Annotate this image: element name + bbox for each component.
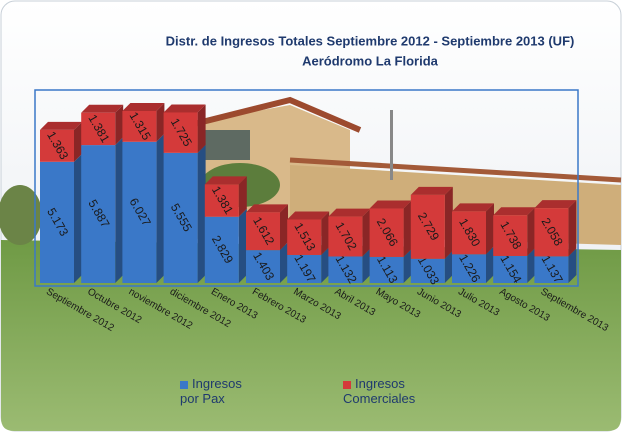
- legend-label: Ingresos Comerciales: [343, 376, 416, 406]
- bar: [246, 250, 280, 283]
- bar-side: [527, 247, 536, 283]
- bar-top: [246, 204, 288, 213]
- bar-top: [452, 203, 494, 212]
- bar-side: [238, 176, 247, 217]
- bar-side: [321, 211, 330, 255]
- bar: [369, 256, 404, 283]
- bar-top: [328, 208, 371, 217]
- bar-top: [204, 176, 247, 185]
- bar-side: [362, 208, 371, 257]
- bar-side: [321, 246, 330, 283]
- bar: [452, 254, 486, 283]
- bar-side: [486, 203, 494, 255]
- bar-side: [280, 204, 288, 251]
- bar-side: [568, 248, 577, 283]
- bar: [410, 258, 445, 283]
- chart-subtitle: Aeródromo La Florida: [302, 53, 439, 68]
- bar-side: [444, 186, 453, 259]
- bar-side: [156, 103, 165, 142]
- bar-side: [362, 248, 371, 283]
- bar: [204, 184, 239, 217]
- bar-top: [369, 200, 412, 209]
- bar-top: [493, 207, 536, 216]
- bar-side: [527, 207, 536, 256]
- bar-side: [486, 246, 494, 283]
- bar-side: [280, 242, 288, 283]
- bar: [81, 112, 116, 146]
- bar: [163, 112, 198, 153]
- bar: [122, 141, 157, 283]
- bar: [40, 161, 74, 283]
- legend-swatch: [180, 380, 188, 389]
- bar-top: [534, 200, 577, 209]
- bar: [534, 256, 569, 283]
- legend-label: Ingresos por Pax: [180, 376, 242, 406]
- bar: [328, 216, 363, 257]
- bar: [452, 211, 486, 255]
- bar-side: [568, 200, 577, 257]
- bar: [122, 111, 157, 142]
- legend-item: Ingresos Comerciales: [343, 376, 423, 406]
- bar: [369, 208, 404, 257]
- bar-top: [81, 104, 124, 113]
- legend-item: Ingresos por Pax: [180, 376, 260, 406]
- bar-side: [115, 137, 124, 283]
- bar-side: [197, 104, 206, 153]
- legend-swatch: [343, 380, 351, 389]
- bar-top: [410, 186, 453, 195]
- plot-frame: [34, 89, 579, 287]
- bar-side: [403, 200, 412, 257]
- bar: [493, 215, 528, 256]
- bar-top: [40, 121, 82, 130]
- bar: [287, 254, 322, 283]
- bar-side: [74, 121, 82, 162]
- bar-top: [287, 211, 330, 220]
- bar-side: [156, 133, 165, 283]
- bar: [328, 256, 363, 283]
- bar-side: [115, 104, 124, 146]
- bar: [410, 194, 445, 259]
- bar: [40, 129, 74, 162]
- bar: [287, 219, 322, 255]
- bar: [246, 212, 280, 251]
- bar-top: [122, 103, 165, 111]
- bar-side: [197, 144, 206, 283]
- bar: [493, 255, 528, 283]
- bar-side: [403, 248, 412, 283]
- bar-side: [444, 250, 453, 283]
- bar-side: [238, 208, 247, 283]
- bar: [163, 152, 198, 283]
- bar: [534, 208, 569, 257]
- chart-title: Distr. de Ingresos Totales Septiembre 20…: [166, 33, 575, 48]
- bar-side: [74, 153, 82, 283]
- bar-top: [163, 104, 206, 113]
- bar: [204, 216, 239, 283]
- bar: [81, 145, 116, 283]
